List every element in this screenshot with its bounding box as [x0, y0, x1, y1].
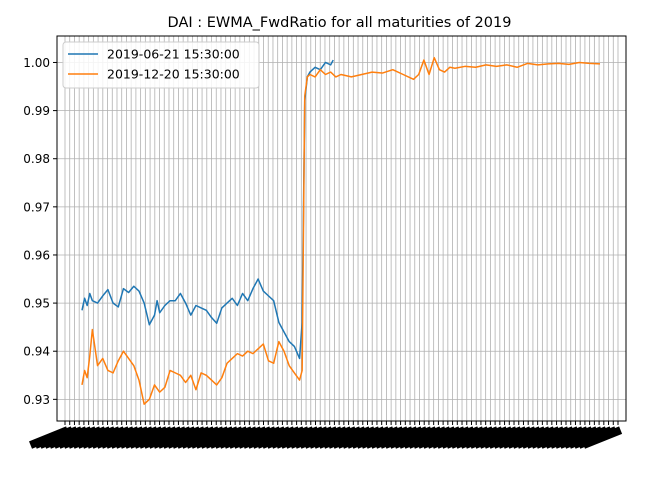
y-tick-label: 0.99: [23, 104, 50, 118]
y-tick-label: 0.93: [23, 393, 50, 407]
x-axis: [29, 421, 623, 449]
y-tick-label: 0.95: [23, 297, 50, 311]
legend: 2019-06-21 15:30:00 2019-12-20 15:30:00: [62, 41, 260, 89]
x-tick-label-mark: [582, 426, 623, 449]
chart-title: DAI : EWMA_FwdRatio for all maturities o…: [168, 15, 512, 31]
y-tick-label: 0.96: [23, 248, 50, 262]
y-tick-label: 0.98: [23, 152, 50, 166]
y-tick-label: 0.97: [23, 200, 50, 214]
x-gridlines: [64, 36, 619, 421]
series-layer: [81, 56, 601, 405]
legend-label: 2019-06-21 15:30:00: [107, 47, 240, 62]
legend-box: [62, 41, 260, 89]
plot-frame: [56, 35, 627, 422]
series-line-2: [81, 56, 601, 405]
y-axis: 0.93 0.94 0.95 0.96 0.97 0.98 0.99 1.00: [23, 56, 57, 407]
y-tick-label: 1.00: [23, 56, 50, 70]
y-gridlines: [57, 62, 626, 400]
series-line-1: [81, 59, 334, 360]
y-tick-label: 0.94: [23, 345, 50, 359]
legend-label: 2019-12-20 15:30:00: [107, 67, 240, 82]
